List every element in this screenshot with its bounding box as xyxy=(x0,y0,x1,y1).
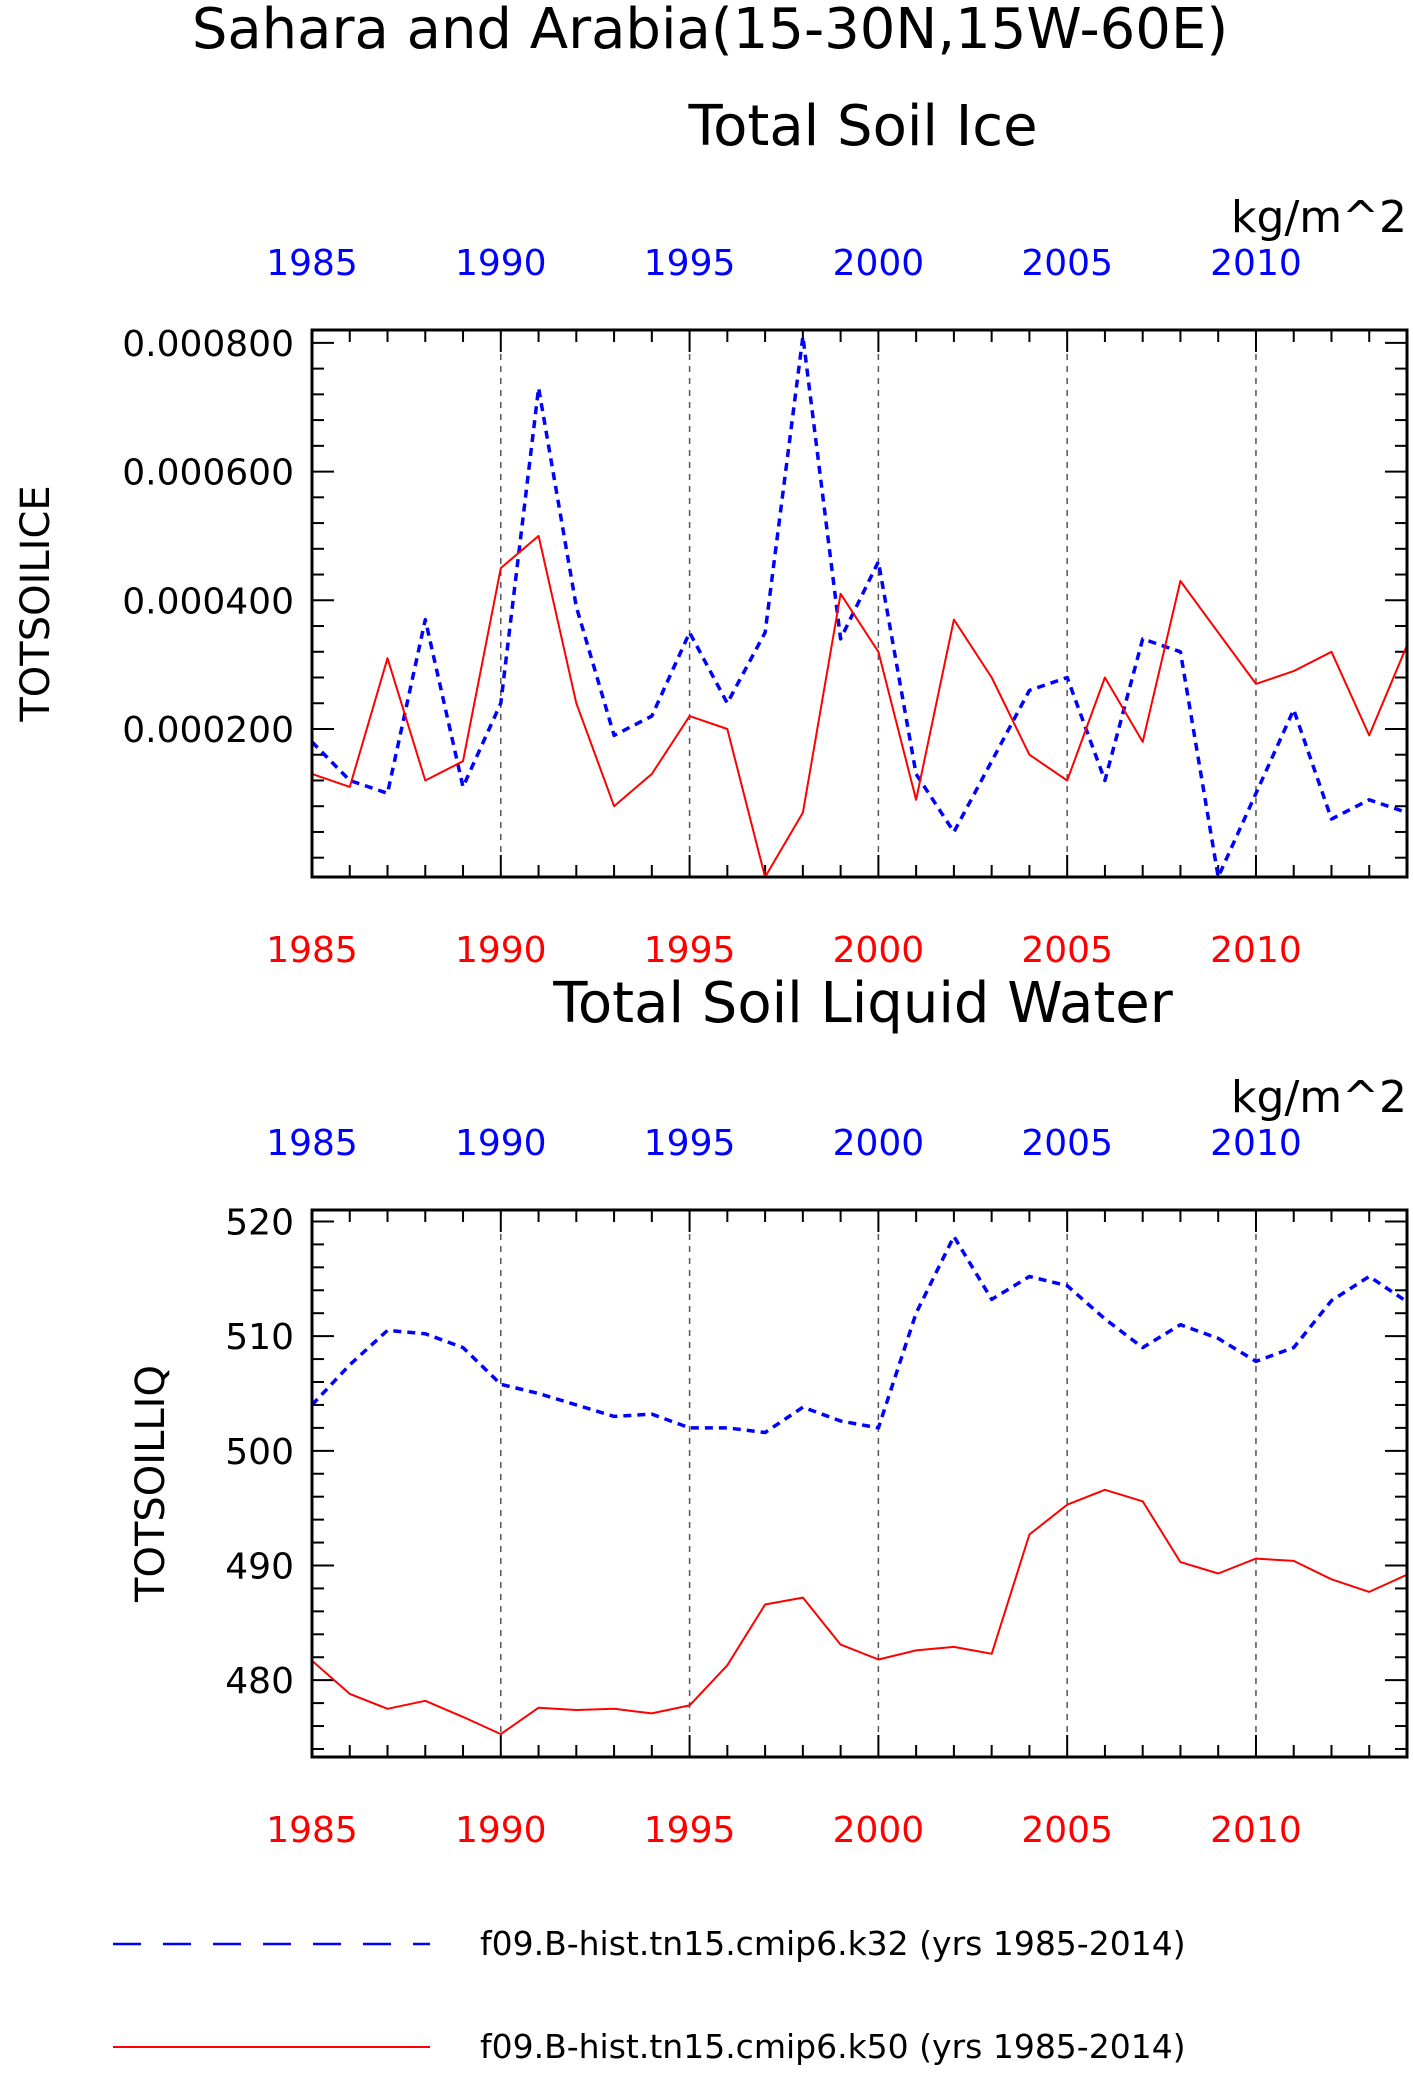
x-tick-label-bottom: 1985 xyxy=(266,930,358,971)
panel-title: Total Soil Liquid Water xyxy=(552,971,1174,1036)
y-tick-label: 0.000600 xyxy=(122,453,294,494)
x-tick-label-top: 1995 xyxy=(644,1123,736,1164)
x-tick-label-bottom: 1995 xyxy=(644,930,736,971)
x-tick-label-bottom: 2000 xyxy=(833,1810,925,1851)
series-line-k32 xyxy=(312,1234,1407,1435)
x-tick-label-top: 1990 xyxy=(455,243,547,284)
x-tick-label-bottom: 2005 xyxy=(1021,1810,1113,1851)
x-tick-label-top: 2000 xyxy=(833,243,925,284)
y-axis-label: TOTSOILICE xyxy=(13,485,59,722)
x-tick-label-bottom: 2010 xyxy=(1210,930,1302,971)
y-tick-label: 520 xyxy=(225,1202,294,1243)
x-tick-label-top: 2005 xyxy=(1021,243,1113,284)
panel-title: Total Soil Ice xyxy=(687,94,1037,159)
y-tick-label: 490 xyxy=(225,1546,294,1587)
y-tick-label: 0.000400 xyxy=(122,581,294,622)
series-line-k50 xyxy=(312,1488,1407,1736)
x-tick-label-top: 2010 xyxy=(1210,1123,1302,1164)
x-tick-label-bottom: 1990 xyxy=(455,930,547,971)
series-line-k32 xyxy=(312,334,1407,877)
x-tick-label-top: 2000 xyxy=(833,1123,925,1164)
legend-label: f09.B-hist.tn15.cmip6.k50 (yrs 1985-2014… xyxy=(480,2027,1186,2066)
units-label: kg/m^2 xyxy=(1231,1072,1407,1123)
chart-panel-1: Total Soil Ice kg/m^2 TOTSOILICE 0.000200 0.… xyxy=(13,94,1409,971)
units-label: kg/m^2 xyxy=(1231,192,1407,243)
x-tick-label-bottom: 1995 xyxy=(644,1810,736,1851)
x-tick-label-bottom: 2000 xyxy=(833,930,925,971)
series-line-k50 xyxy=(312,534,1407,877)
chart-panels: Total Soil Ice kg/m^2 TOTSOILICE 0.000200 0.… xyxy=(13,94,1409,1851)
x-tick-label-top: 1985 xyxy=(266,1123,358,1164)
y-tick-label: 500 xyxy=(225,1432,294,1473)
x-tick-label-bottom: 1990 xyxy=(455,1810,547,1851)
x-tick-label-top: 1985 xyxy=(266,243,358,284)
x-tick-label-bottom: 2010 xyxy=(1210,1810,1302,1851)
y-tick-label: 510 xyxy=(225,1317,294,1358)
x-tick-label-top: 2010 xyxy=(1210,243,1302,284)
y-tick-label: 480 xyxy=(225,1661,294,1702)
chart-panel-2: Total Soil Liquid Water kg/m^2 TOTSOILLIQ 4… xyxy=(128,971,1409,1851)
x-tick-label-bottom: 2005 xyxy=(1021,930,1113,971)
x-tick-label-top: 2005 xyxy=(1021,1123,1113,1164)
plot-frame xyxy=(310,328,1409,879)
figure-title: Sahara and Arabia(15-30N,15W-60E) xyxy=(192,0,1228,62)
y-axis-label: TOTSOILLIQ xyxy=(128,1365,174,1603)
x-tick-label-top: 1995 xyxy=(644,243,736,284)
y-tick-label: 0.000200 xyxy=(122,710,294,751)
legend-label: f09.B-hist.tn15.cmip6.k32 (yrs 1985-2014… xyxy=(480,1924,1186,1963)
x-tick-label-top: 1990 xyxy=(455,1123,547,1164)
plot-frame xyxy=(310,1208,1409,1759)
legend: f09.B-hist.tn15.cmip6.k32 (yrs 1985-2014… xyxy=(113,1924,1186,2066)
x-tick-label-bottom: 1985 xyxy=(266,1810,358,1851)
y-tick-label: 0.000800 xyxy=(122,324,294,365)
